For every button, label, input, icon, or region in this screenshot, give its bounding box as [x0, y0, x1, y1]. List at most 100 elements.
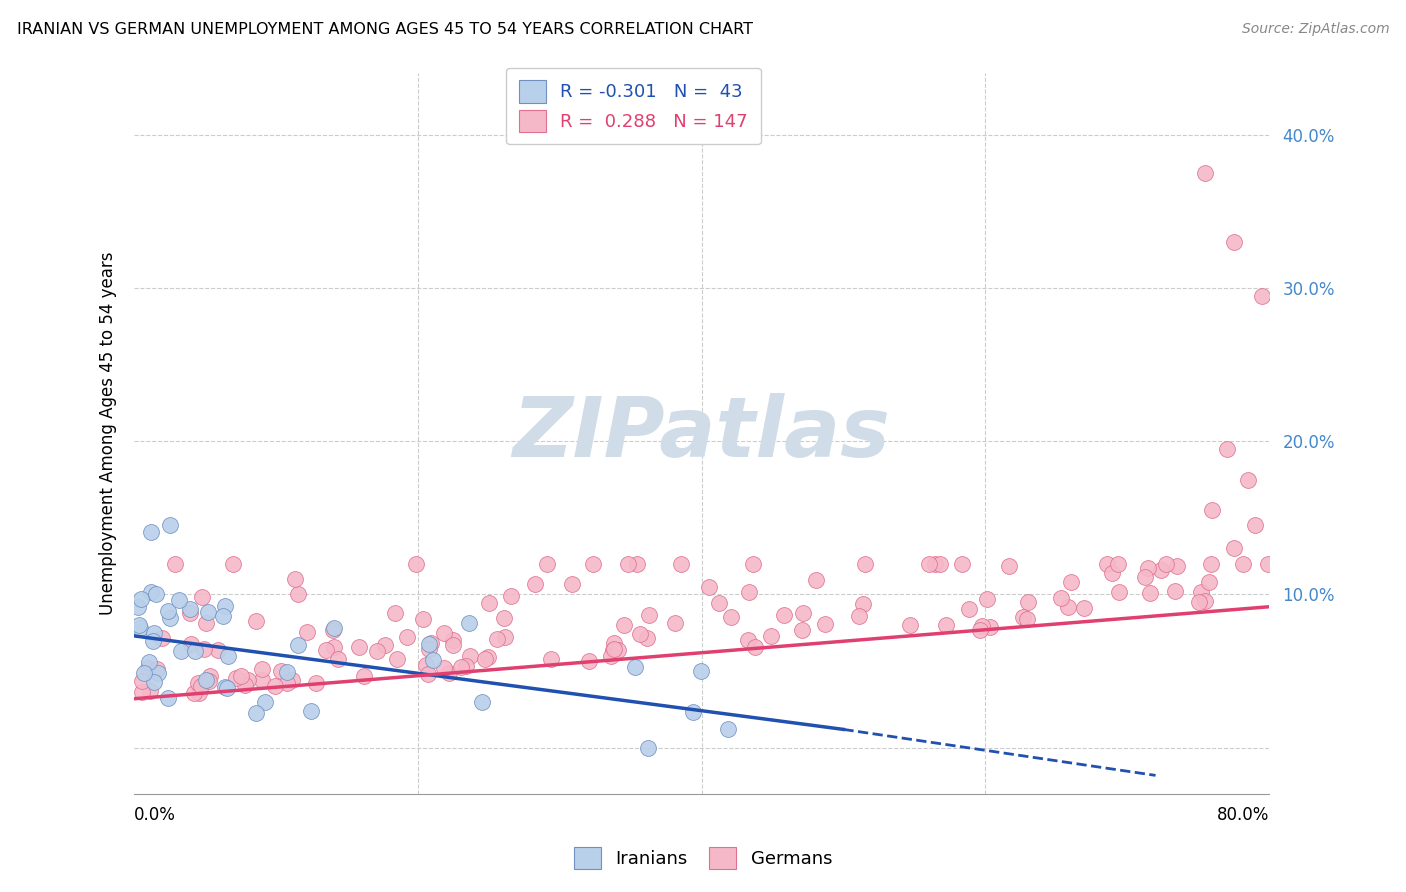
Point — [305, 675, 328, 690]
Point — [707, 596, 730, 610]
Point — [1108, 584, 1130, 599]
Point — [918, 557, 941, 571]
Point — [322, 624, 344, 638]
Point — [143, 674, 166, 689]
Point — [458, 649, 481, 664]
Point — [134, 665, 156, 680]
Point — [969, 623, 991, 637]
Point — [852, 597, 875, 611]
Point — [582, 557, 605, 571]
Point — [315, 643, 337, 657]
Point — [1166, 558, 1188, 573]
Legend: Iranians, Germans: Iranians, Germans — [567, 839, 839, 876]
Point — [1194, 594, 1216, 608]
Point — [128, 618, 150, 632]
Point — [478, 596, 501, 610]
Point — [561, 577, 583, 591]
Point — [848, 609, 870, 624]
Point — [190, 679, 212, 693]
Point — [231, 669, 253, 683]
Point — [1251, 288, 1274, 302]
Point — [193, 642, 215, 657]
Point — [979, 620, 1001, 634]
Text: 0.0%: 0.0% — [134, 806, 176, 824]
Point — [139, 684, 162, 698]
Point — [737, 632, 759, 647]
Point — [179, 606, 201, 620]
Text: 80.0%: 80.0% — [1216, 806, 1270, 824]
Point — [194, 673, 217, 687]
Point — [855, 557, 877, 571]
Point — [131, 674, 153, 689]
Text: ZIPatlas: ZIPatlas — [513, 393, 890, 474]
Point — [180, 637, 202, 651]
Point — [225, 671, 247, 685]
Point — [236, 673, 259, 687]
Point — [1060, 575, 1083, 590]
Point — [1017, 595, 1039, 609]
Point — [1133, 570, 1156, 584]
Point — [600, 648, 623, 663]
Point — [441, 632, 464, 647]
Point — [353, 669, 375, 683]
Point — [146, 665, 169, 680]
Legend: R = -0.301   N =  43, R =  0.288   N = 147: R = -0.301 N = 43, R = 0.288 N = 147 — [506, 68, 761, 145]
Point — [1236, 473, 1258, 487]
Point — [1149, 563, 1171, 577]
Point — [374, 638, 396, 652]
Point — [437, 665, 460, 680]
Point — [1137, 561, 1160, 575]
Point — [139, 524, 162, 539]
Point — [744, 640, 766, 655]
Point — [252, 662, 274, 676]
Point — [626, 557, 648, 571]
Point — [924, 557, 946, 571]
Point — [664, 615, 686, 630]
Point — [935, 618, 957, 632]
Point — [669, 557, 692, 571]
Point — [157, 604, 180, 618]
Point — [454, 659, 477, 673]
Point — [191, 590, 214, 604]
Point — [287, 638, 309, 652]
Point — [540, 651, 562, 665]
Point — [328, 651, 350, 665]
Point — [790, 624, 813, 638]
Point — [301, 704, 323, 718]
Point — [214, 599, 236, 613]
Point — [322, 622, 344, 636]
Point — [1215, 442, 1237, 456]
Point — [970, 619, 993, 633]
Point — [1201, 503, 1223, 517]
Point — [284, 572, 307, 586]
Point — [143, 626, 166, 640]
Point — [195, 616, 218, 631]
Point — [536, 557, 558, 571]
Point — [697, 581, 720, 595]
Point — [682, 705, 704, 719]
Point — [602, 636, 624, 650]
Point — [804, 574, 827, 588]
Point — [217, 649, 239, 664]
Point — [179, 602, 201, 616]
Point — [1194, 166, 1216, 180]
Point — [738, 584, 761, 599]
Point — [264, 679, 287, 693]
Point — [159, 518, 181, 533]
Point — [405, 557, 427, 571]
Point — [1107, 557, 1129, 571]
Point — [198, 669, 221, 683]
Point — [183, 686, 205, 700]
Point — [207, 642, 229, 657]
Point — [215, 681, 238, 695]
Point — [636, 631, 658, 645]
Point — [245, 706, 267, 720]
Point — [898, 618, 921, 632]
Point — [183, 643, 205, 657]
Point — [129, 592, 152, 607]
Point — [276, 676, 298, 690]
Point — [222, 557, 245, 571]
Point — [142, 634, 165, 648]
Point — [418, 667, 440, 681]
Point — [613, 617, 636, 632]
